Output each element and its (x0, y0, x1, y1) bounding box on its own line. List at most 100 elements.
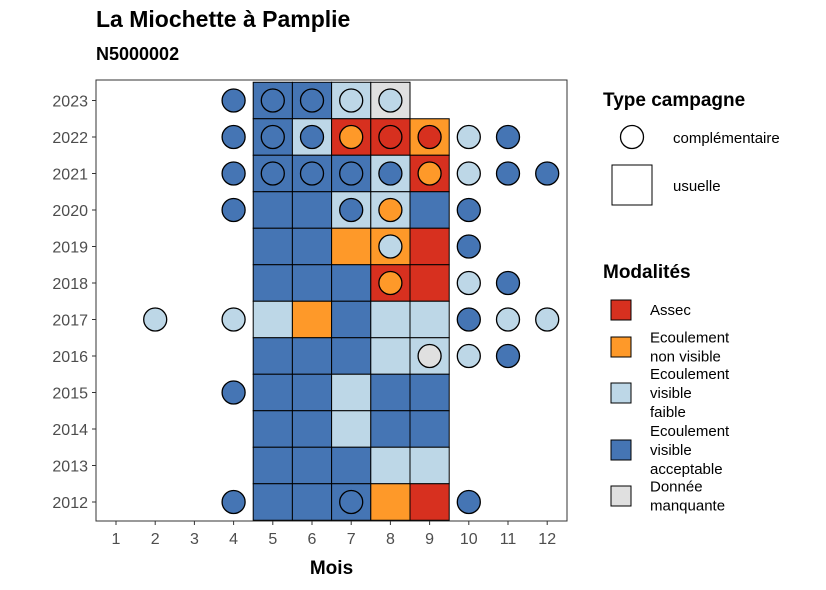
point-2016-11 (495, 343, 521, 369)
tile-2020-9 (409, 191, 450, 229)
x-tick-label: 3 (190, 531, 199, 548)
point-2018-8 (378, 270, 403, 296)
legend-label: visible (650, 442, 692, 459)
x-tick-label: 1 (112, 531, 121, 548)
x-tick-label: 11 (500, 531, 517, 548)
tile-2012-6 (291, 483, 333, 521)
point-2017-2 (143, 307, 168, 332)
x-tick-label: 6 (308, 531, 317, 548)
point-2016-10 (456, 343, 481, 369)
tile-2013-6 (291, 446, 333, 485)
x-tick-label: 4 (229, 531, 238, 548)
legend-key-complementaire (619, 124, 645, 150)
tile-2016-7 (331, 337, 372, 375)
tile-2016-5 (252, 337, 293, 375)
tile-2017-6 (291, 300, 333, 339)
tile-2020-5 (252, 191, 293, 229)
point-2021-4 (221, 161, 246, 186)
y-tick-label: 2012 (52, 495, 88, 512)
x-tick-label: 12 (538, 531, 556, 548)
legend-label: acceptable (650, 461, 723, 478)
y-tick-label: 2013 (52, 459, 88, 476)
axes: 1 2 3 4 5 6 7 8 9 10 11 122012201320142015201620172… (52, 94, 556, 580)
point-2022-4 (221, 124, 246, 150)
complementaire-points (143, 88, 560, 515)
point-2017-11 (495, 307, 521, 332)
point-2022-5 (260, 124, 285, 150)
tile-2018-5 (252, 264, 293, 302)
tile-2013-9 (409, 446, 450, 485)
tile-2012-8 (370, 483, 411, 521)
x-tick-label: 9 (425, 531, 434, 548)
point-2023-7 (339, 88, 364, 113)
tile-2018-6 (291, 264, 333, 302)
tile-2021-8 (370, 154, 411, 193)
tile-2015-9 (409, 373, 450, 412)
legend-label: manquante (650, 498, 725, 515)
point-2019-10 (456, 234, 481, 259)
point-2023-4 (221, 88, 246, 113)
tile-2015-6 (291, 373, 333, 412)
point-2021-10 (456, 161, 481, 186)
tile-2012-9 (409, 483, 450, 521)
point-2023-5 (260, 88, 285, 113)
point-2012-7 (339, 489, 364, 515)
legend-label: Ecoulement (650, 366, 730, 383)
tile-2020-6 (291, 191, 333, 229)
tile-2019-9 (409, 227, 450, 266)
tile-2019-5 (252, 227, 293, 266)
point-2023-8 (378, 88, 403, 113)
point-2023-6 (299, 88, 325, 113)
tile-2019-6 (291, 227, 333, 266)
legend-key-modalite (610, 299, 632, 321)
tile-2019-7 (331, 227, 372, 266)
legend-label: Assec (650, 302, 691, 319)
point-2018-11 (495, 270, 521, 296)
point-2017-10 (456, 307, 481, 332)
tile-2018-7 (331, 264, 372, 302)
legend-label: usuelle (673, 178, 721, 195)
point-2017-4 (221, 307, 246, 332)
y-tick-label: 2023 (52, 94, 88, 111)
point-2021-9 (417, 161, 442, 186)
tile-2014-5 (252, 410, 293, 448)
legend-label: faible (650, 404, 686, 421)
point-2020-10 (456, 197, 481, 223)
y-tick-label: 2016 (52, 349, 88, 366)
y-tick-label: 2018 (52, 276, 88, 293)
y-tick-label: 2015 (52, 386, 88, 403)
point-2021-11 (495, 161, 521, 186)
tile-2015-7 (331, 373, 372, 412)
tile-2014-9 (409, 410, 450, 448)
tile-2016-6 (291, 337, 333, 375)
tile-2015-8 (370, 373, 411, 412)
legend-label: visible (650, 385, 692, 402)
legend-label: non visible (650, 349, 721, 366)
legend-label: Ecoulement (650, 330, 730, 347)
point-2021-5 (260, 161, 285, 186)
legend-key-modalite (610, 439, 632, 461)
point-2021-7 (339, 161, 364, 186)
point-2016-9 (417, 343, 442, 369)
tile-2013-7 (331, 446, 372, 485)
tile-2017-5 (252, 300, 293, 339)
legend-label: Donnée (650, 479, 703, 496)
point-2022-7 (339, 124, 364, 150)
point-2015-4 (221, 380, 246, 405)
point-2020-4 (221, 197, 246, 223)
point-2021-8 (378, 161, 403, 186)
point-2019-8 (378, 234, 403, 259)
tile-2014-8 (370, 410, 411, 448)
point-2022-9 (417, 124, 442, 150)
point-2021-12 (535, 161, 560, 186)
tile-2017-7 (331, 300, 372, 339)
tile-2013-8 (370, 446, 411, 485)
y-tick-label: 2019 (52, 240, 88, 257)
point-2022-6 (299, 124, 325, 150)
chart-title: La Miochette à Pamplie (96, 6, 351, 32)
legend-key-modalite (610, 382, 632, 404)
point-2022-10 (456, 124, 481, 150)
legend-key-modalite (610, 336, 632, 358)
